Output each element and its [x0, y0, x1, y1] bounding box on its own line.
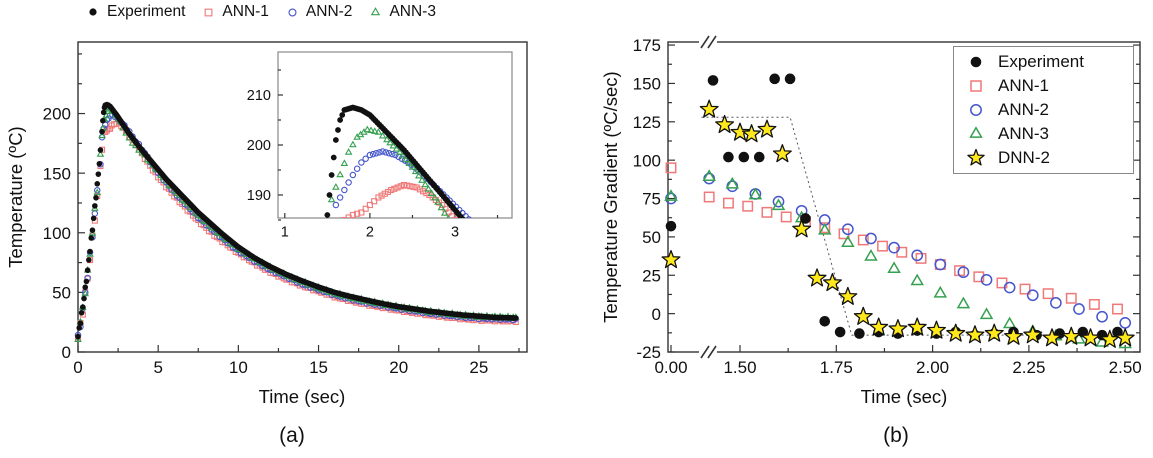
legend-label-ann1: ANN-1: [222, 3, 269, 20]
caption-b: (b): [883, 424, 909, 447]
svg-text:15: 15: [309, 358, 328, 377]
legend-label-ann3: ANN-3: [389, 3, 436, 20]
ann2-marker-icon: [970, 104, 982, 116]
svg-text:150: 150: [633, 75, 661, 94]
panel-a-inset-series-experiment: [324, 104, 466, 218]
legend-label-experiment: Experiment: [107, 3, 186, 20]
legend-label-ann1-b: ANN-1: [998, 76, 1050, 95]
svg-text:50: 50: [52, 284, 71, 303]
svg-text:50: 50: [642, 228, 661, 247]
svg-text:1: 1: [281, 225, 289, 241]
ann2-marker-icon: [288, 8, 297, 16]
panel-b-series-ann2: [665, 172, 1132, 329]
experiment-marker-icon: [970, 56, 982, 68]
svg-text:125: 125: [633, 113, 661, 132]
panel-a-series-experiment: [75, 101, 519, 340]
svg-text:75: 75: [642, 190, 661, 209]
experiment-marker-icon: [89, 8, 97, 16]
panel-b-guide-line: [701, 116, 1137, 336]
legend-label-experiment-b: Experiment: [998, 52, 1084, 71]
legend-item-ann1-b: ANN-1: [954, 76, 1133, 96]
svg-text:200: 200: [43, 105, 71, 124]
svg-text:100: 100: [43, 224, 71, 243]
svg-text:1.50: 1.50: [723, 358, 756, 377]
legend-label-ann2: ANN-2: [305, 3, 353, 20]
ann3-marker-icon: [969, 126, 983, 138]
svg-text:190: 190: [247, 188, 271, 204]
svg-text:150: 150: [43, 164, 71, 183]
panel-b-axis-break: [699, 35, 717, 359]
svg-text:-25: -25: [636, 343, 661, 362]
panel-b-axes: 0.00 1.50 1.75 2.00 2.25 2.50 -25 0 25 50 75 100 125…: [633, 36, 1142, 377]
svg-text:175: 175: [633, 36, 661, 55]
svg-text:200: 200: [247, 138, 271, 154]
svg-text:25: 25: [642, 266, 661, 285]
svg-text:5: 5: [153, 358, 162, 377]
panel-a-x-axis-label: Time (sec): [258, 386, 346, 407]
svg-text:0.00: 0.00: [654, 358, 687, 377]
legend-label-ann2-b: ANN-2: [998, 100, 1050, 119]
panel-a-inset-series-ann3: [327, 125, 451, 218]
legend-item-ann2-b: ANN-2: [954, 100, 1133, 120]
svg-text:2.50: 2.50: [1109, 358, 1142, 377]
ann3-marker-icon: [371, 6, 381, 15]
legend-label-dnn2-b: DNN-2: [998, 148, 1050, 167]
legend-item-ann1: ANN-1: [202, 3, 269, 21]
svg-text:2: 2: [366, 225, 374, 241]
legend-item-experiment: Experiment: [86, 3, 185, 21]
legend-label-ann3-b: ANN-3: [998, 124, 1050, 143]
svg-text:0: 0: [652, 305, 661, 324]
caption-a: (a): [279, 424, 305, 447]
legend-item-dnn2-b: DNN-2: [954, 148, 1133, 168]
panel-b-series-dnn2: [661, 99, 1135, 348]
legend-panel-b: Experiment ANN-1 ANN-2 ANN-3 DNN-2: [953, 46, 1134, 174]
svg-text:0: 0: [73, 358, 82, 377]
panel-a-inset-axes: 1 2 3 190 200 210: [247, 51, 513, 241]
panel-b-x-axis-label: Time (sec): [860, 386, 948, 407]
panel-b-y-axis-label: Temperature Gradient (ºC/sec): [600, 71, 621, 323]
svg-text:10: 10: [229, 358, 248, 377]
svg-text:2.00: 2.00: [916, 358, 949, 377]
legend-item-experiment-b: Experiment: [954, 52, 1133, 72]
svg-text:2.25: 2.25: [1012, 358, 1045, 377]
legend-panel-a: Experiment ANN-1 ANN-2 ANN-3: [86, 3, 436, 21]
svg-text:25: 25: [469, 358, 488, 377]
legend-item-ann2: ANN-2: [286, 3, 353, 21]
ann1-marker-icon: [970, 80, 982, 92]
svg-text:210: 210: [247, 88, 271, 104]
svg-text:0: 0: [62, 343, 71, 362]
panel-a-y-axis-label: Temperature (ºC): [5, 126, 26, 268]
legend-item-ann3: ANN-3: [369, 3, 436, 21]
svg-text:3: 3: [451, 225, 459, 241]
svg-text:100: 100: [633, 151, 661, 170]
svg-text:1.75: 1.75: [820, 358, 853, 377]
legend-item-ann3-b: ANN-3: [954, 124, 1133, 144]
ann1-marker-icon: [205, 8, 213, 16]
panel-b-series-ann1: [665, 162, 1123, 315]
svg-text:20: 20: [389, 358, 408, 377]
dnn2-star-icon: [967, 148, 985, 166]
